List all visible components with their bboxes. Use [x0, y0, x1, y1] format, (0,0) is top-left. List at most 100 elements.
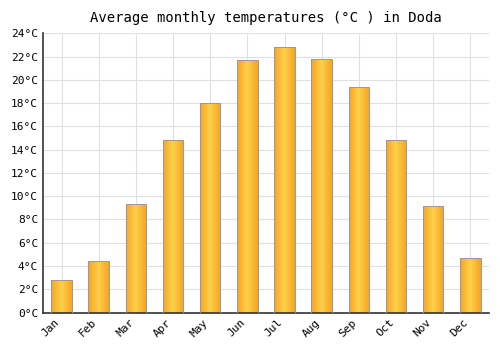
Bar	[436, 205, 437, 313]
Bar	[442, 205, 443, 313]
Bar	[284, 47, 285, 313]
Bar	[66, 280, 67, 313]
Bar	[201, 103, 202, 313]
Bar	[425, 205, 426, 313]
Bar	[285, 47, 286, 313]
Bar	[166, 140, 167, 313]
Bar	[363, 87, 364, 313]
Bar	[204, 103, 205, 313]
Bar	[209, 103, 210, 313]
Bar	[141, 204, 142, 313]
Bar	[287, 47, 288, 313]
Bar	[399, 140, 400, 313]
Bar	[244, 60, 245, 313]
Bar	[274, 47, 294, 313]
Bar	[207, 103, 208, 313]
Bar	[205, 103, 206, 313]
Bar	[276, 47, 277, 313]
Bar	[64, 280, 65, 313]
Bar	[392, 140, 393, 313]
Bar	[68, 280, 69, 313]
Bar	[428, 205, 429, 313]
Bar	[55, 280, 56, 313]
Bar	[292, 47, 293, 313]
Bar	[65, 280, 66, 313]
Bar	[202, 103, 203, 313]
Bar	[391, 140, 392, 313]
Bar	[177, 140, 178, 313]
Bar	[431, 205, 432, 313]
Bar	[246, 60, 247, 313]
Bar	[60, 280, 61, 313]
Bar	[245, 60, 246, 313]
Bar	[143, 204, 144, 313]
Bar	[404, 140, 405, 313]
Bar	[90, 261, 91, 313]
Bar	[171, 140, 172, 313]
Bar	[250, 60, 251, 313]
Bar	[401, 140, 402, 313]
Bar	[106, 261, 107, 313]
Bar	[349, 87, 350, 313]
Bar	[139, 204, 140, 313]
Bar	[278, 47, 279, 313]
Bar	[126, 204, 146, 313]
Bar	[206, 103, 207, 313]
Bar	[239, 60, 240, 313]
Bar	[361, 87, 362, 313]
Bar	[390, 140, 391, 313]
Bar	[242, 60, 243, 313]
Bar	[128, 204, 129, 313]
Bar	[104, 261, 105, 313]
Bar	[212, 103, 214, 313]
Bar	[435, 205, 436, 313]
Bar	[253, 60, 254, 313]
Bar	[364, 87, 365, 313]
Bar	[429, 205, 430, 313]
Bar	[69, 280, 70, 313]
Bar	[283, 47, 284, 313]
Bar	[130, 204, 131, 313]
Bar	[357, 87, 358, 313]
Bar	[237, 60, 238, 313]
Bar	[61, 280, 62, 313]
Bar	[329, 59, 330, 313]
Bar	[312, 59, 332, 313]
Bar	[56, 280, 57, 313]
Bar	[210, 103, 211, 313]
Bar	[164, 140, 165, 313]
Bar	[176, 140, 177, 313]
Bar	[291, 47, 292, 313]
Bar	[348, 87, 349, 313]
Bar	[471, 258, 472, 313]
Bar	[88, 261, 89, 313]
Bar	[437, 205, 438, 313]
Bar	[251, 60, 252, 313]
Bar	[200, 103, 220, 313]
Bar	[443, 205, 444, 313]
Bar	[175, 140, 176, 313]
Bar	[438, 205, 439, 313]
Bar	[107, 261, 108, 313]
Bar	[132, 204, 133, 313]
Bar	[351, 87, 352, 313]
Bar	[216, 103, 217, 313]
Bar	[214, 103, 215, 313]
Bar	[468, 258, 469, 313]
Bar	[475, 258, 476, 313]
Bar	[427, 205, 428, 313]
Bar	[217, 103, 218, 313]
Bar	[97, 261, 98, 313]
Bar	[163, 140, 184, 313]
Bar	[460, 258, 480, 313]
Bar	[386, 140, 406, 313]
Bar	[53, 280, 54, 313]
Bar	[58, 280, 59, 313]
Bar	[476, 258, 477, 313]
Bar	[400, 140, 401, 313]
Bar	[94, 261, 95, 313]
Bar	[211, 103, 212, 313]
Bar	[108, 261, 109, 313]
Bar	[360, 87, 361, 313]
Bar	[67, 280, 68, 313]
